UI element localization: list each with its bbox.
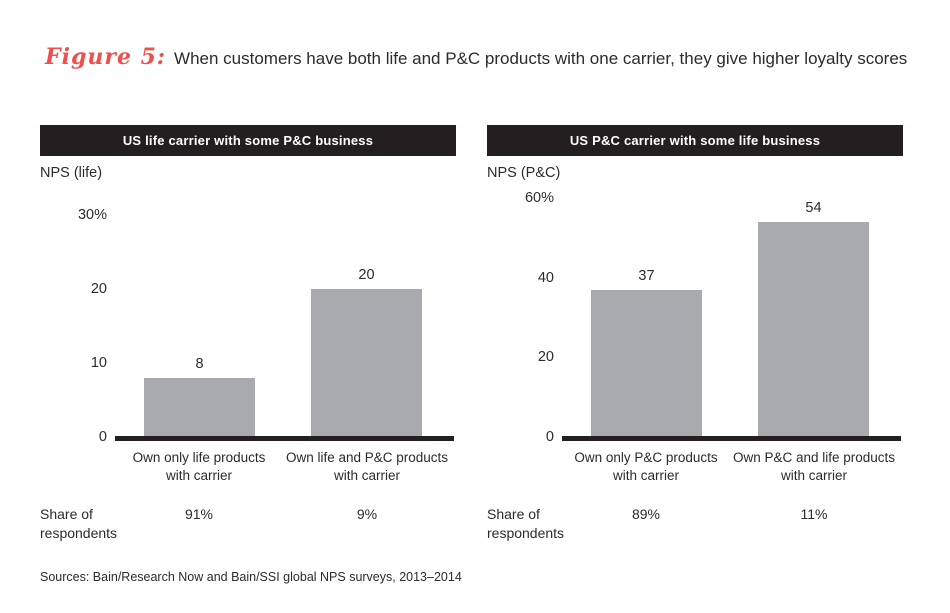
share-value: 9% xyxy=(356,506,378,522)
bar-group: 37 xyxy=(591,267,702,437)
plot-area: 60% 40 20 0 37 54 xyxy=(487,183,903,445)
chart-title-bar: US life carrier with some P&C business xyxy=(40,125,456,156)
bar-group: 20 xyxy=(311,266,422,437)
bar-value-label: 20 xyxy=(358,267,375,283)
y-axis-tick: 20 xyxy=(537,349,554,366)
chart-title: US P&C carrier with some life business xyxy=(569,133,821,148)
chart-panel-life: US life carrier with some P&C business N… xyxy=(40,125,456,543)
sources-note: Sources: Bain/Research Now and Bain/SSI … xyxy=(40,570,462,584)
category-labels-row: Own only life products with carrier Own … xyxy=(40,449,456,495)
bar-value-label: 8 xyxy=(195,355,204,372)
y-axis-label: NPS (P&C) xyxy=(487,165,561,181)
chart-title-bar: US P&C carrier with some life business xyxy=(487,125,903,156)
share-of-respondents-label: Share of respondents xyxy=(40,506,118,541)
category-label: Own only P&C products with carrier xyxy=(574,450,718,483)
y-axis-tick: 0 xyxy=(545,429,554,445)
chart-title: US life carrier with some P&C business xyxy=(122,133,374,148)
bar-value-label: 37 xyxy=(638,267,655,284)
share-of-respondents-label: Share of respondents xyxy=(487,506,565,541)
charts-row: US life carrier with some P&C business N… xyxy=(40,125,903,543)
plot-draw-area: 8 20 xyxy=(115,215,456,437)
plot-draw-area: 37 54 xyxy=(562,198,903,437)
y-axis-label: NPS (life) xyxy=(40,165,103,181)
chart-panel-pc: US P&C carrier with some life business N… xyxy=(487,125,903,543)
figure-title-text: When customers have both life and P&C pr… xyxy=(174,49,908,68)
bar-group: 54 xyxy=(758,199,869,437)
y-axis-tick: 0 xyxy=(98,429,107,445)
x-axis-baseline xyxy=(562,436,901,441)
figure-number-label: Figure 5: xyxy=(45,44,167,70)
share-value: 89% xyxy=(631,506,661,522)
category-label: Own only life products with carrier xyxy=(132,450,266,483)
y-axis-tick: 40 xyxy=(537,269,554,286)
y-axis-tick: 30% xyxy=(77,207,107,223)
x-axis-baseline xyxy=(115,436,454,441)
y-axis-tick: 10 xyxy=(90,355,107,371)
category-label: Own life and P&C products with carrier xyxy=(285,450,449,483)
bar xyxy=(311,289,422,437)
bar xyxy=(758,221,869,437)
share-value: 11% xyxy=(800,506,828,522)
plot-area: 30% 20 10 0 8 20 xyxy=(40,183,456,445)
y-axis-tick: 20 xyxy=(90,281,107,297)
category-label: Own P&C and life products with carrier xyxy=(732,450,896,483)
figure-title: Figure 5: When customers have both life a… xyxy=(0,0,950,72)
share-of-respondents-row: Share of respondents 89% 11% xyxy=(487,505,903,543)
category-labels-row: Own only P&C products with carrier Own P… xyxy=(487,449,903,495)
bar-value-label: 54 xyxy=(805,199,822,216)
bar xyxy=(144,377,255,437)
y-axis-tick: 60% xyxy=(524,190,554,206)
bar xyxy=(591,289,702,437)
bar-group: 8 xyxy=(144,355,255,437)
share-value: 91% xyxy=(184,506,214,522)
share-of-respondents-row: Share of respondents 91% 9% xyxy=(40,505,456,543)
